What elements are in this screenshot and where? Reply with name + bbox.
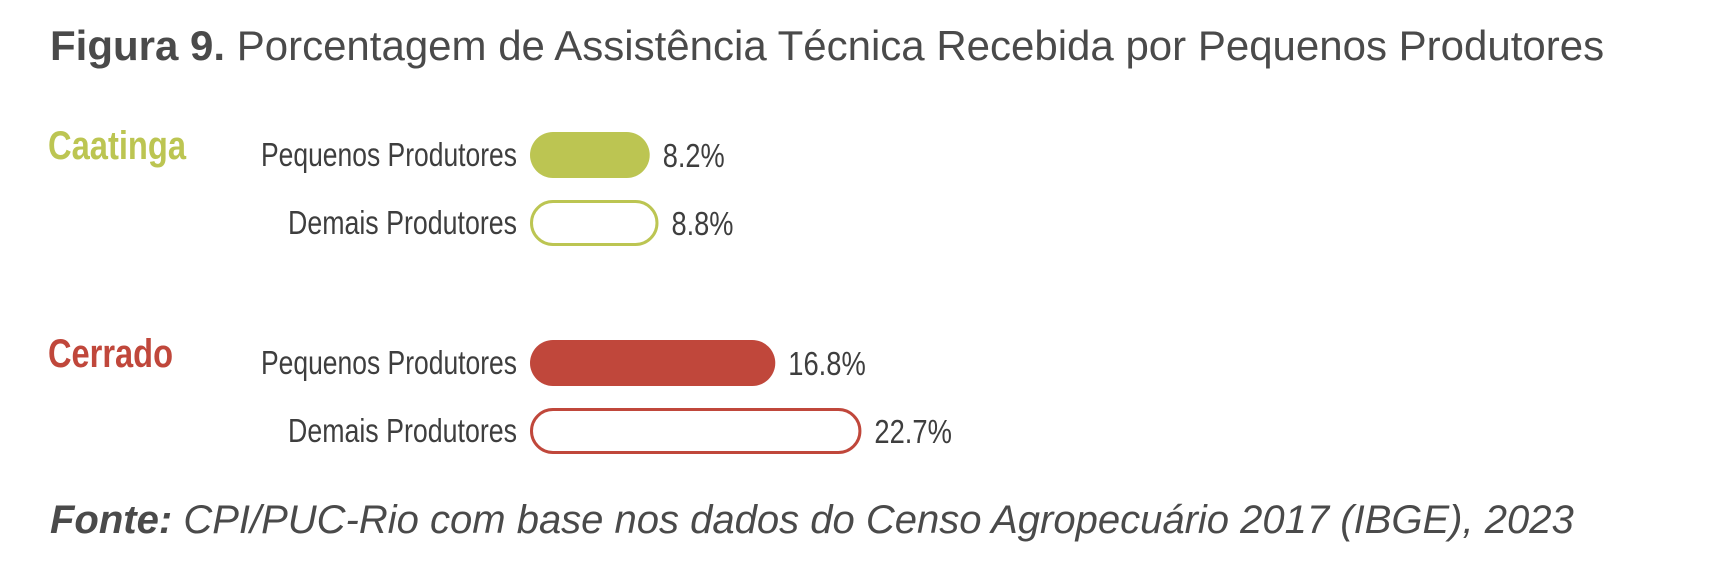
value-label-cerrado-demais: 22.7%: [874, 413, 952, 450]
chart-title: Figura 9. Porcentagem de Assistência Téc…: [50, 22, 1604, 70]
bar-cerrado-pequenos: [530, 340, 776, 386]
bar-label-cerrado-demais: Demais Produtores: [288, 412, 517, 449]
group-label-caatinga: Caatinga: [48, 124, 187, 168]
value-label-caatinga-pequenos: 8.2%: [663, 137, 725, 174]
value-label-cerrado-pequenos: 16.8%: [788, 345, 866, 382]
source-prefix: Fonte:: [50, 498, 173, 542]
bar-caatinga-pequenos: [530, 132, 650, 178]
bar-label-cerrado-pequenos: Pequenos Produtores: [261, 344, 517, 381]
group-label-cerrado: Cerrado: [48, 332, 173, 376]
bar-label-caatinga-pequenos: Pequenos Produtores: [261, 136, 517, 173]
bar-label-caatinga-demais: Demais Produtores: [288, 204, 517, 241]
bar-caatinga-demais: [530, 200, 659, 246]
source-text: CPI/PUC-Rio com base nos dados do Censo …: [183, 498, 1574, 542]
chart-source: Fonte: CPI/PUC-Rio com base nos dados do…: [50, 498, 1574, 543]
bar-cerrado-demais: [530, 408, 862, 454]
value-label-caatinga-demais: 8.8%: [671, 205, 733, 242]
title-prefix: Figura 9.: [50, 22, 226, 69]
title-text: Porcentagem de Assistência Técnica Receb…: [236, 22, 1605, 69]
